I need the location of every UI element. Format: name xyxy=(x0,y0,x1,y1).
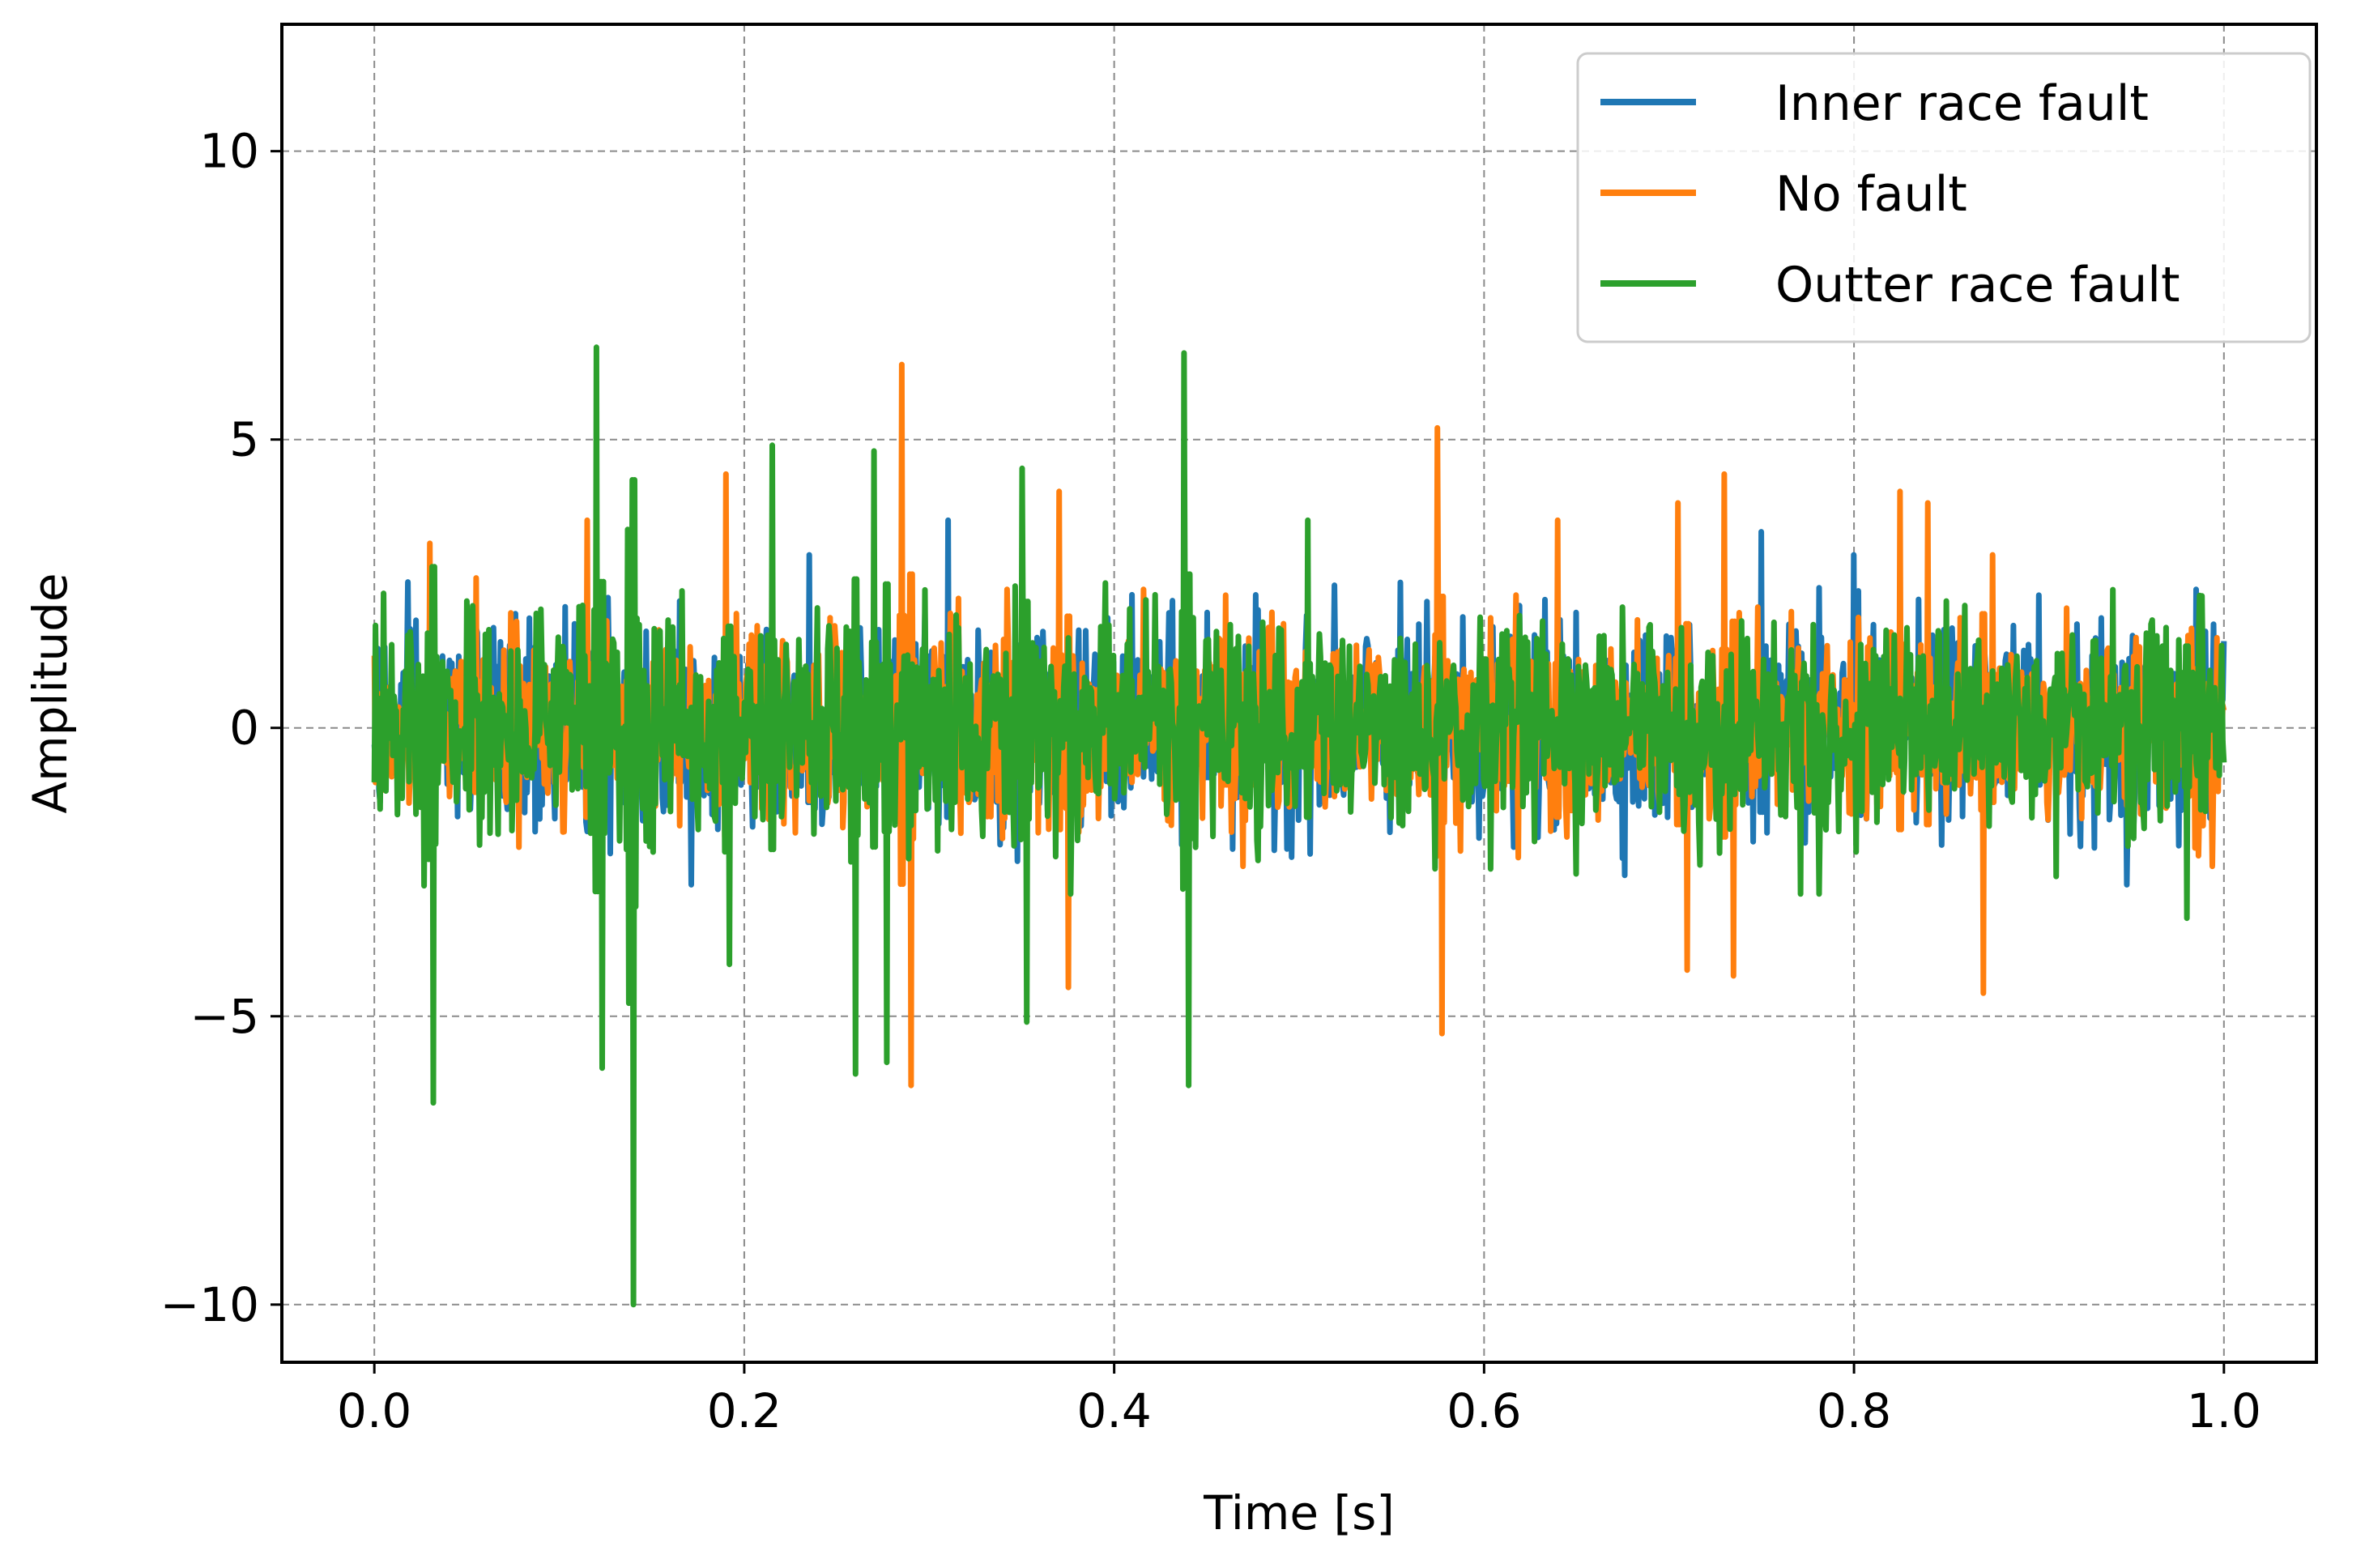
y-tick-label: −5 xyxy=(190,989,260,1044)
x-tick-label: 0.8 xyxy=(1817,1383,1891,1438)
series-lines xyxy=(371,344,2227,1308)
y-axis-ticks: −10 −5 0 5 10 xyxy=(160,124,282,1332)
y-tick-label: 5 xyxy=(229,412,259,467)
x-tick-label: 0.2 xyxy=(707,1383,782,1438)
series-line xyxy=(371,344,2227,1308)
x-tick-label: 0.6 xyxy=(1447,1383,1521,1438)
legend-label-outter-race-fault: Outter race fault xyxy=(1775,257,2180,313)
y-tick-label: 10 xyxy=(199,124,259,179)
legend-label-inner-race-fault: Inner race fault xyxy=(1775,75,2149,132)
y-tick-label: 0 xyxy=(229,701,259,756)
x-tick-label: 0.0 xyxy=(337,1383,411,1438)
plot-area-frame xyxy=(280,23,2318,1364)
legend: Inner race fault No fault Outter race fa… xyxy=(1576,52,2312,343)
y-axis-label: Amplitude xyxy=(23,573,78,813)
legend-label-no-fault: No fault xyxy=(1775,166,1967,223)
legend-box xyxy=(1576,52,2312,343)
x-axis-label: Time [s] xyxy=(1203,1485,1395,1540)
x-axis-ticks: 0.0 0.2 0.4 0.6 0.8 1.0 xyxy=(337,1362,2261,1438)
x-tick-label: 0.4 xyxy=(1077,1383,1152,1438)
y-tick-label: −10 xyxy=(160,1277,259,1332)
x-tick-label: 1.0 xyxy=(2187,1383,2261,1438)
